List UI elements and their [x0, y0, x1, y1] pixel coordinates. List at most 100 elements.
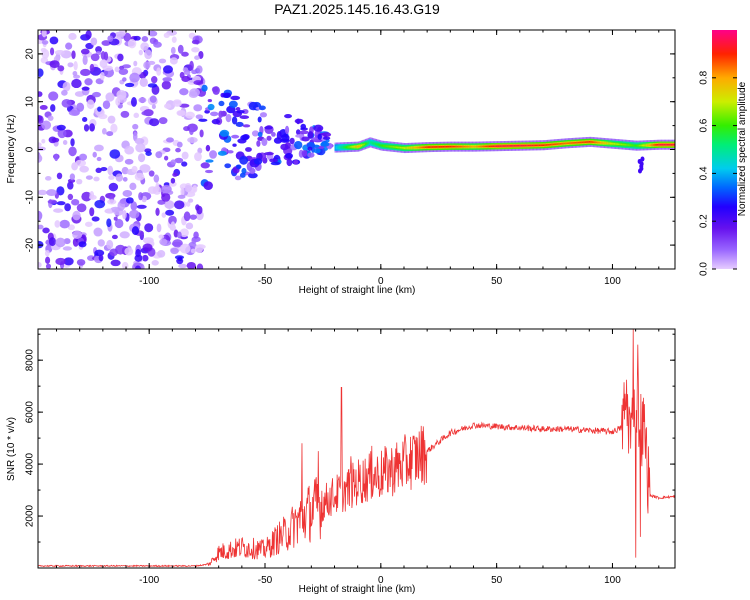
colorbar: 0.0 0.2 0.4 0.6 0.8 Normalized spectral ampl…: [699, 30, 748, 276]
ridge-core: [485, 145, 489, 148]
noise-blob: [187, 136, 198, 144]
transition-blob: [224, 163, 232, 169]
noise-blob: [76, 178, 83, 185]
ridge-core: [576, 141, 579, 144]
noise-blob: [194, 152, 202, 162]
noise-blob: [56, 172, 63, 180]
transition-blob: [295, 134, 304, 138]
noise-blob: [89, 123, 95, 132]
transition-blob: [307, 131, 314, 139]
noise-blob: [41, 40, 49, 45]
ridge-core: [605, 142, 608, 144]
ridge-core: [661, 143, 664, 146]
noise-blob: [184, 184, 192, 193]
noise-blob: [118, 68, 129, 75]
transition-blob: [207, 103, 215, 111]
ridge-core: [665, 143, 668, 146]
noise-blob: [195, 114, 204, 120]
noise-blob: [193, 80, 204, 86]
noise-blob: [129, 72, 140, 83]
ridge-core: [426, 146, 429, 148]
ridge-core: [620, 143, 623, 146]
ridge-core: [412, 146, 415, 149]
noise-blob: [119, 231, 130, 239]
ridge-core: [420, 146, 423, 149]
colorbar-tick-label: 0.8: [699, 70, 710, 84]
ridge-core: [391, 145, 394, 148]
noise-blob: [38, 224, 44, 230]
ridge-core: [594, 141, 597, 144]
noise-blob: [84, 78, 93, 86]
transition-blob: [296, 118, 301, 125]
noise-blob: [166, 137, 174, 143]
ridge-core: [636, 144, 639, 147]
ridge-core: [538, 144, 541, 147]
noise-blob: [95, 167, 102, 174]
noise-blob: [82, 55, 88, 66]
ridge-core: [394, 146, 397, 148]
noise-blob: [165, 209, 175, 216]
noise-blob: [85, 30, 92, 40]
ridge-core: [512, 145, 515, 147]
ridge-core: [527, 144, 530, 147]
noise-blob: [111, 234, 118, 240]
colorbar-ticks: 0.0 0.2 0.4 0.6 0.8: [699, 70, 737, 276]
noise-blob: [189, 88, 201, 97]
ridge-core: [598, 141, 601, 144]
transition-blob: [266, 135, 272, 141]
ridge-core: [602, 142, 605, 144]
noise-blob: [57, 128, 67, 139]
noise-blob: [38, 142, 42, 147]
noise-blob: [171, 36, 177, 43]
noise-blob: [148, 118, 160, 127]
noise-blob: [170, 46, 176, 55]
transition-blob: [218, 110, 224, 118]
noise-blob: [67, 224, 75, 231]
ridge-core: [334, 146, 337, 149]
snr-ytick-label: 8000: [25, 349, 36, 372]
noise-blob: [175, 147, 181, 153]
transition-blob: [322, 136, 331, 140]
ridge-core: [501, 145, 504, 147]
noise-blob: [147, 30, 158, 37]
transition-blob: [261, 138, 268, 147]
noise-blob: [122, 64, 131, 69]
noise-blob: [41, 30, 47, 38]
noise-blob: [81, 86, 90, 91]
noise-blob: [81, 191, 92, 202]
transition-blob: [249, 167, 256, 175]
ridge-core: [348, 146, 351, 148]
noise-blob: [135, 265, 141, 269]
ridge-core: [484, 145, 487, 148]
ridge-core: [399, 146, 403, 149]
noise-blob: [124, 247, 134, 256]
transition-blob: [301, 150, 308, 157]
spectrogram-ytick-label: -10: [25, 190, 36, 205]
noise-blob: [129, 209, 140, 219]
noise-blob: [124, 158, 134, 165]
transition-blob: [284, 152, 293, 159]
transition-blob: [640, 156, 645, 162]
noise-blob: [123, 32, 132, 42]
noise-blob: [142, 243, 153, 252]
noise-blob: [96, 156, 102, 162]
ridge-core: [506, 145, 510, 147]
ridge-core: [502, 145, 505, 147]
ridge-core: [490, 145, 493, 148]
ridge-core: [570, 142, 573, 144]
noise-blob: [141, 110, 151, 116]
transition-blob: [313, 148, 321, 154]
ridge-core: [563, 142, 567, 145]
noise-blob: [176, 141, 183, 148]
noise-blob: [114, 218, 124, 229]
ridge-core: [609, 142, 612, 145]
spectrogram-xtick-label: -100: [139, 276, 159, 287]
colorbar-tick-label: 0.4: [699, 166, 710, 180]
noise-blob: [113, 216, 118, 221]
snr-frame: [37, 328, 676, 569]
transition-blob: [231, 134, 240, 139]
noise-blob: [76, 203, 87, 213]
transition-blob: [239, 115, 250, 119]
ridge-core: [405, 147, 408, 149]
